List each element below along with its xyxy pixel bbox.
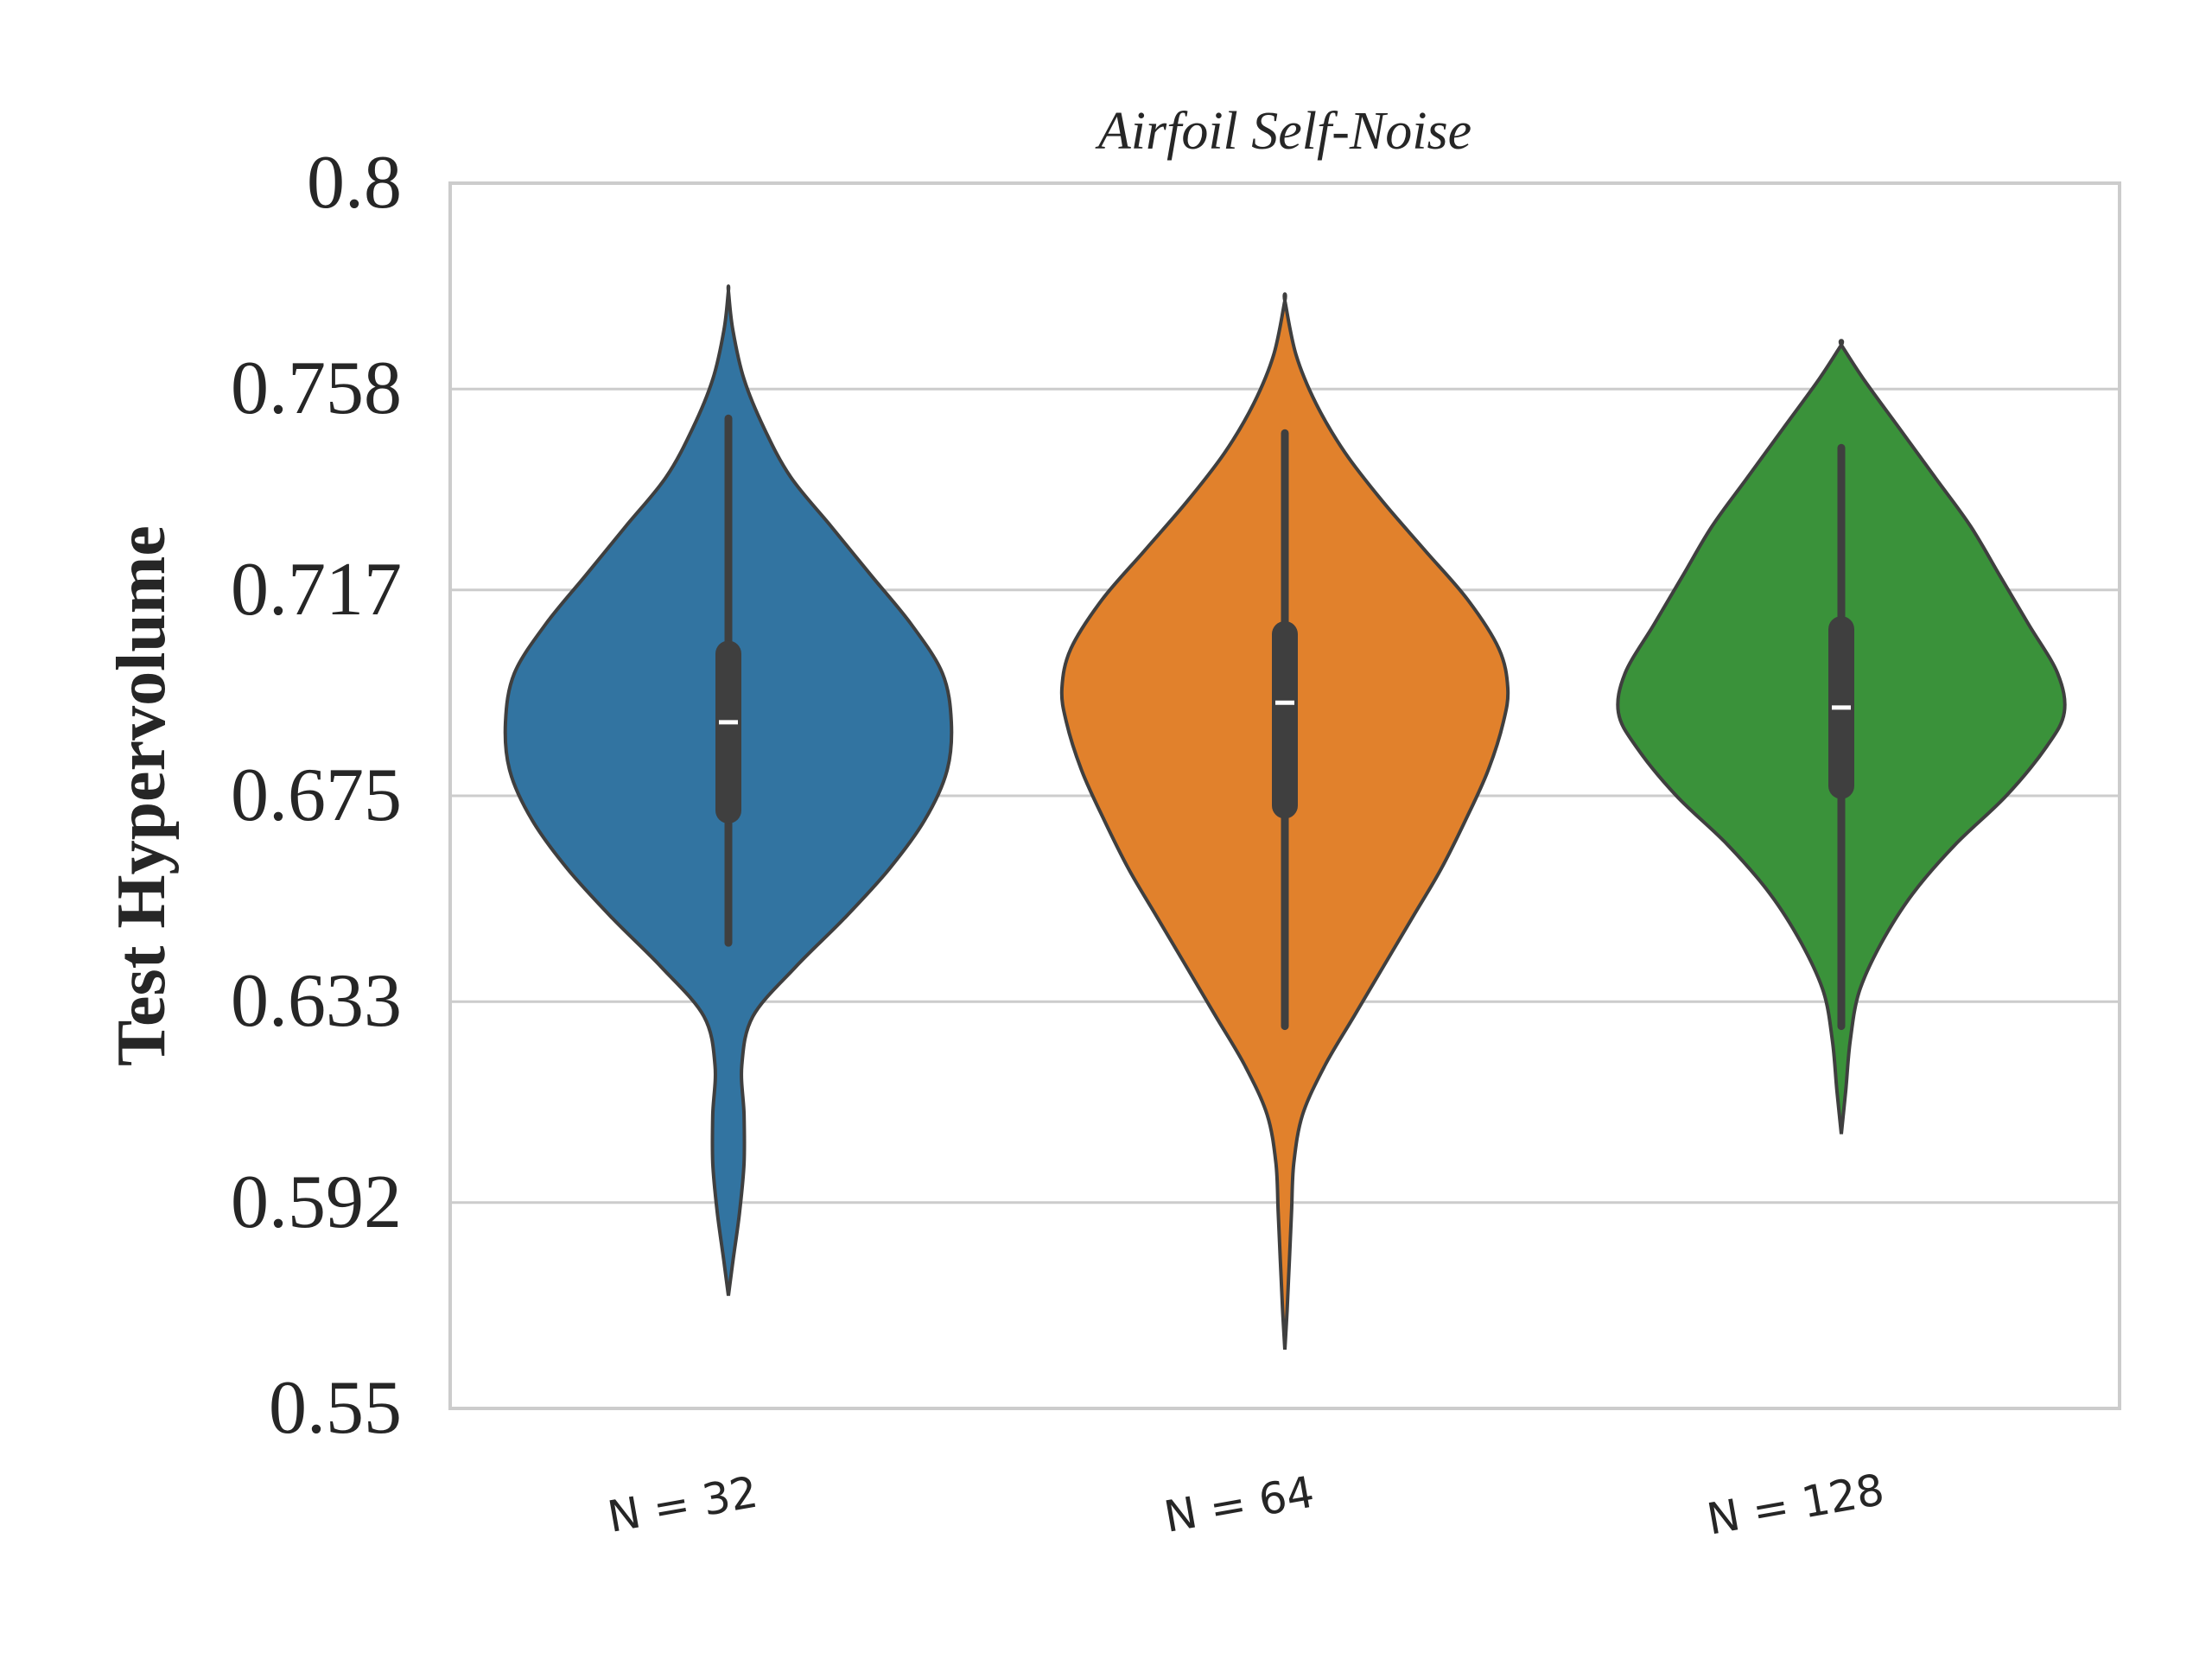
x-tick-label: N = 32 <box>604 1467 761 1542</box>
y-axis-ticks: 0.8 0.758 0.717 0.675 0.633 0.592 0.55 <box>231 141 402 1450</box>
y-tick-label: 0.592 <box>231 1160 402 1244</box>
violin-group <box>503 284 2067 1351</box>
x-axis-ticks: N = 32 N = 64 N = 128 <box>604 1465 1888 1545</box>
y-tick-label: 0.8 <box>307 141 402 225</box>
y-tick-label: 0.717 <box>231 548 402 632</box>
x-tick-label: N = 64 <box>1160 1467 1318 1542</box>
y-axis-label: Test Hypervolume <box>104 525 180 1066</box>
y-tick-label: 0.55 <box>269 1366 402 1450</box>
x-tick-label: N = 128 <box>1703 1465 1887 1545</box>
y-tick-label: 0.633 <box>231 959 402 1043</box>
y-tick-label: 0.675 <box>231 753 402 837</box>
y-tick-label: 0.758 <box>231 346 402 430</box>
chart-title: Airfoil Self-Noise <box>1095 102 1471 161</box>
plot-frame <box>448 181 2121 1410</box>
